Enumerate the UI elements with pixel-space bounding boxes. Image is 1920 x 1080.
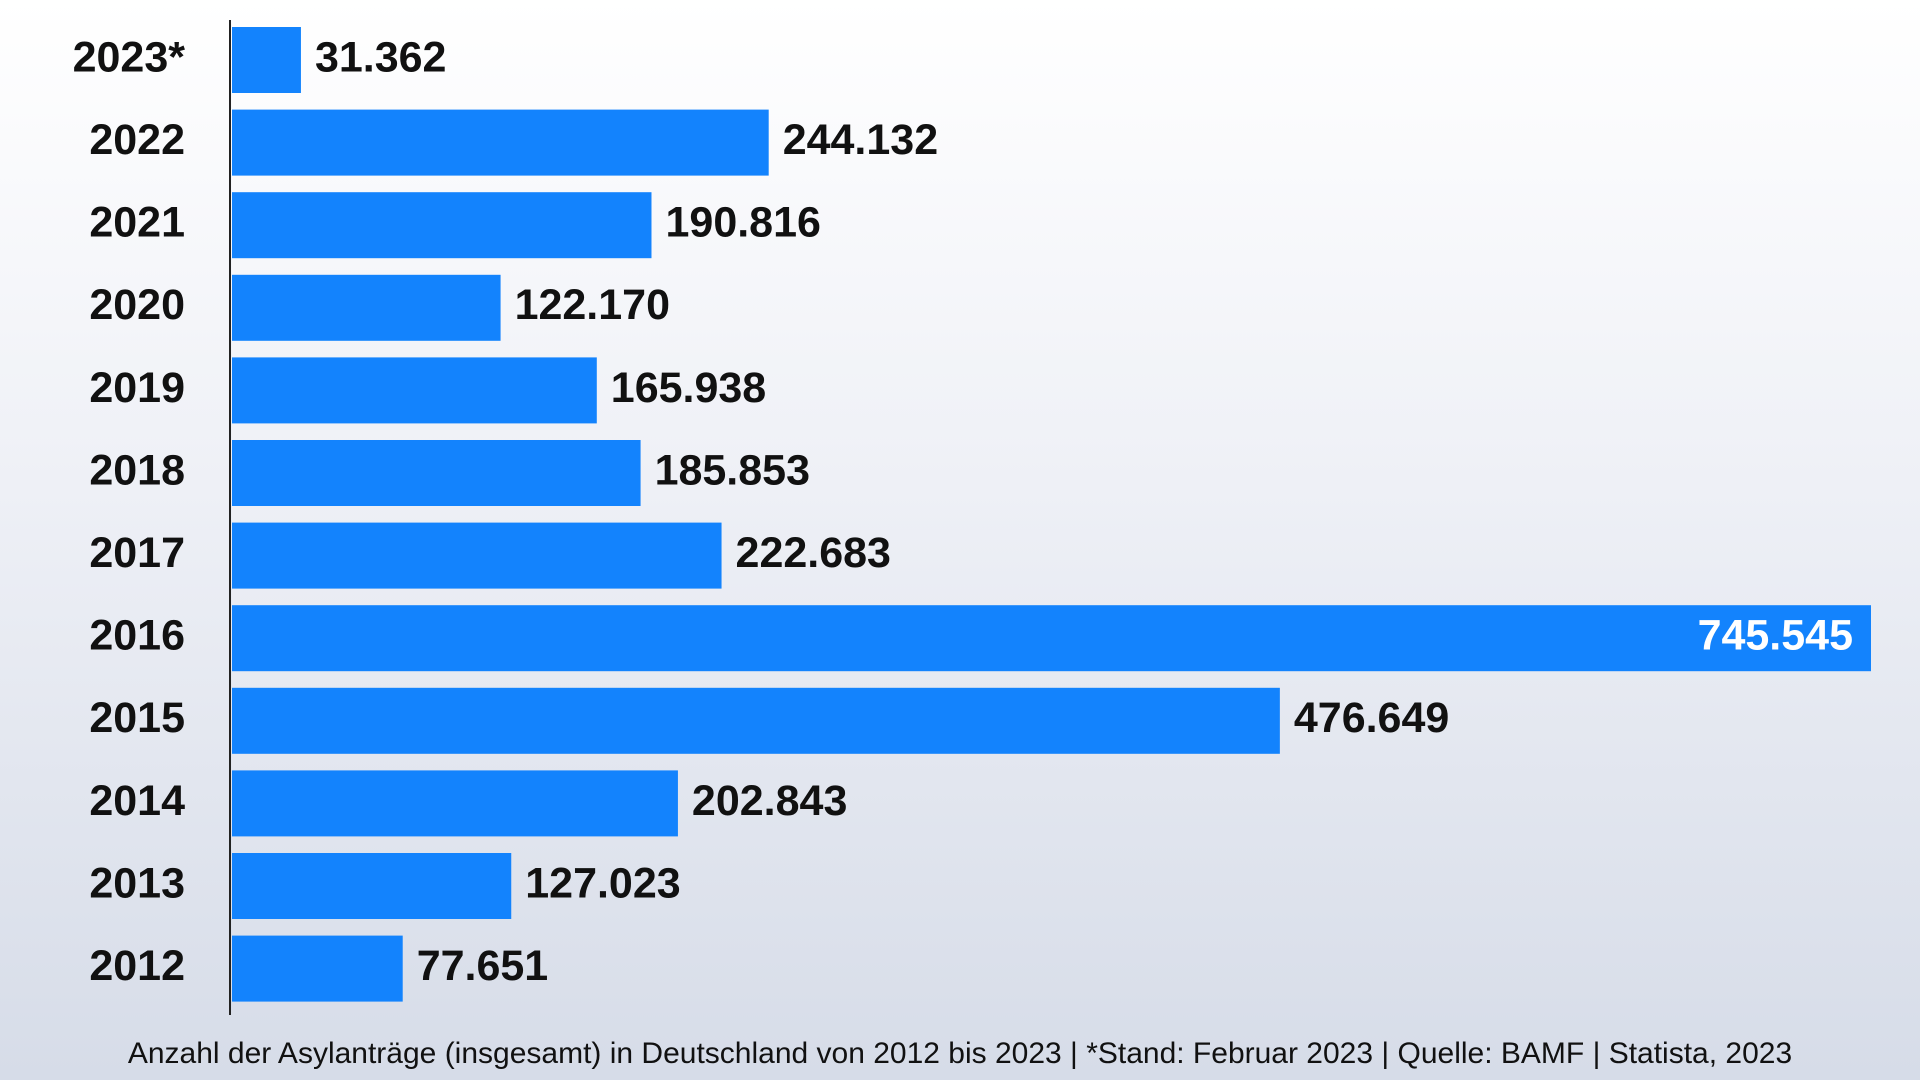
bar	[232, 605, 1871, 672]
caption: Anzahl der Asylanträge (insgesamt) in De…	[128, 1037, 1792, 1070]
value-label: 202.843	[692, 777, 847, 825]
value-label: 31.362	[315, 33, 447, 81]
bar	[232, 109, 769, 176]
bar	[232, 192, 652, 259]
bar	[232, 522, 722, 589]
y-tick-label: 2023*	[73, 33, 186, 81]
bar	[232, 687, 1280, 754]
bar	[232, 27, 301, 93]
y-tick-label: 2018	[89, 446, 185, 494]
y-tick-label: 2016	[89, 612, 185, 660]
value-label: 476.649	[1294, 694, 1449, 742]
y-tick-label: 2020	[89, 281, 185, 329]
y-tick-label: 2021	[89, 199, 185, 247]
value-label: 185.853	[655, 446, 810, 494]
y-tick-label: 2022	[89, 116, 185, 164]
value-label: 127.023	[525, 859, 680, 907]
y-tick-label: 2013	[89, 859, 185, 907]
value-label: 77.651	[417, 942, 549, 990]
value-label: 190.816	[665, 199, 820, 247]
y-tick-label: 2019	[89, 364, 185, 412]
value-label: 222.683	[736, 529, 891, 577]
value-label: 244.132	[783, 116, 938, 164]
y-tick-label: 2017	[89, 529, 185, 577]
y-tick-label: 2014	[89, 777, 185, 825]
bar	[232, 935, 403, 1002]
value-label: 165.938	[611, 364, 766, 412]
bar	[232, 770, 678, 837]
bar	[232, 357, 597, 424]
bar	[232, 274, 501, 341]
value-label: 122.170	[515, 281, 670, 329]
y-tick-label: 2015	[89, 694, 185, 742]
value-label: 745.545	[1698, 612, 1853, 660]
bar	[232, 853, 512, 919]
bar	[232, 440, 641, 506]
y-tick-label: 2012	[89, 942, 185, 990]
